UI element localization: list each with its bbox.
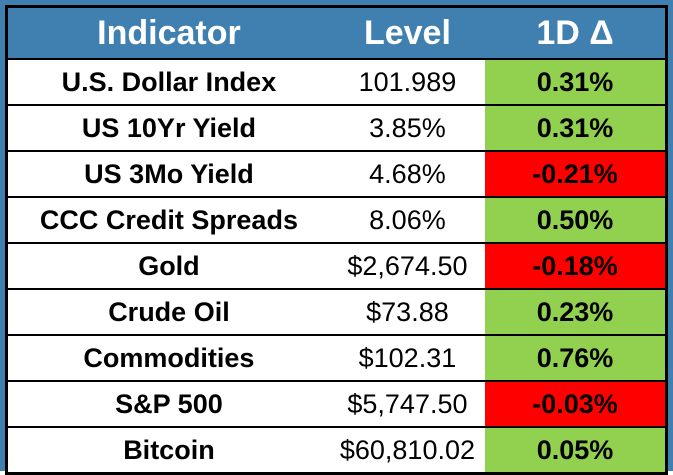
table-row: Bitcoin $60,810.02 0.05% — [6, 426, 667, 474]
table-row: U.S. Dollar Index 101.989 0.31% — [6, 58, 667, 105]
table-row: CCC Credit Spreads 8.06% 0.50% — [6, 196, 667, 243]
table-row: Commodities $102.31 0.76% — [6, 334, 667, 381]
table-row: S&P 500 $5,747.50 -0.03% — [6, 380, 667, 427]
column-header-level: Level — [329, 6, 485, 59]
level-cell: $73.88 — [329, 288, 485, 335]
delta-cell: -0.03% — [484, 380, 667, 427]
indicator-cell: Crude Oil — [6, 288, 330, 335]
table-body: U.S. Dollar Index 101.989 0.31% US 10Yr … — [6, 58, 667, 474]
level-cell: 101.989 — [329, 58, 485, 105]
delta-cell: -0.21% — [484, 150, 667, 197]
level-cell: $60,810.02 — [329, 426, 485, 474]
indicator-cell: S&P 500 — [6, 380, 330, 427]
column-header-indicator: Indicator — [6, 6, 330, 59]
delta-cell: 0.31% — [484, 104, 667, 151]
level-cell: 3.85% — [329, 104, 485, 151]
indicator-cell: Gold — [6, 242, 330, 289]
table-row: Gold $2,674.50 -0.18% — [6, 242, 667, 289]
indicator-cell: Bitcoin — [6, 426, 330, 474]
delta-cell: 0.76% — [484, 334, 667, 381]
level-cell: $2,674.50 — [329, 242, 485, 289]
indicator-cell: US 10Yr Yield — [6, 104, 330, 151]
header-row: Indicator Level 1D Δ — [6, 6, 667, 59]
table-row: US 3Mo Yield 4.68% -0.21% — [6, 150, 667, 197]
table-row: US 10Yr Yield 3.85% 0.31% — [6, 104, 667, 151]
delta-cell: 0.05% — [484, 426, 667, 474]
table-header: Indicator Level 1D Δ — [6, 6, 667, 59]
table-row: Crude Oil $73.88 0.23% — [6, 288, 667, 335]
delta-cell: 0.23% — [484, 288, 667, 335]
level-cell: $102.31 — [329, 334, 485, 381]
indicator-cell: U.S. Dollar Index — [6, 58, 330, 105]
delta-cell: 0.50% — [484, 196, 667, 243]
delta-cell: 0.31% — [484, 58, 667, 105]
delta-cell: -0.18% — [484, 242, 667, 289]
level-cell: $5,747.50 — [329, 380, 485, 427]
market-indicators-table: Indicator Level 1D Δ U.S. Dollar Index 1… — [5, 5, 668, 475]
level-cell: 8.06% — [329, 196, 485, 243]
indicator-cell: CCC Credit Spreads — [6, 196, 330, 243]
level-cell: 4.68% — [329, 150, 485, 197]
indicator-cell: US 3Mo Yield — [6, 150, 330, 197]
indicator-cell: Commodities — [6, 334, 330, 381]
column-header-1d-delta: 1D Δ — [484, 6, 667, 59]
